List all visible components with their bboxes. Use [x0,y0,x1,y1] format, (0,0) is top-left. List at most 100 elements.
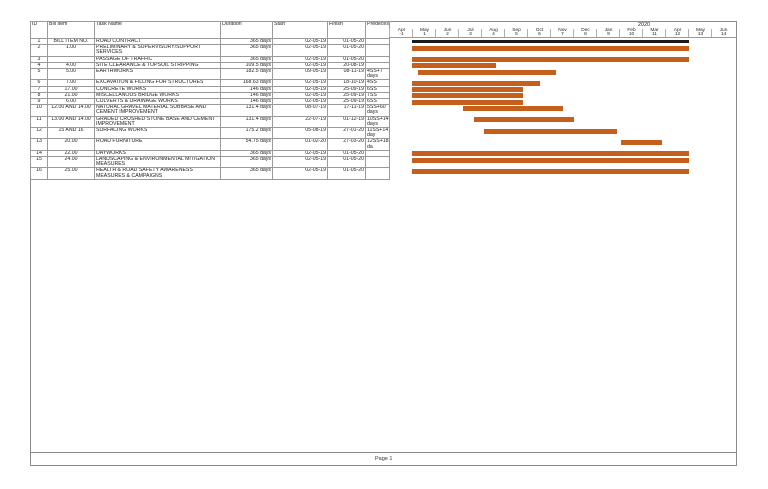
cell-pred [365,44,390,57]
task-bar[interactable] [412,157,689,163]
task-bar[interactable] [417,69,557,75]
table-row[interactable]: 7 17.00 CONCRETE WORKS 146 days 02-05-19 25-0… [30,85,390,93]
cell-finish: 01-05-20 [327,167,366,180]
cell-start: 02-05-19 [272,44,328,57]
cell-finish: 27-03-20 [327,138,366,151]
table-row[interactable]: 8 21.00 MISCELLANOUS BRIDGE WORKS 146 days 0… [30,91,390,100]
month-header: Oct 6 [527,28,551,37]
gantt-timeline: 2020 Apr -1 May 1 Jun 2 Jul 3 Aug 4 Sep 5 Oct 6 Nov 7 De… [389,21,737,196]
task-bar[interactable] [412,168,689,174]
cell-pred: 10SS+14 days [365,115,390,129]
month-header: Aug 4 [481,28,505,37]
cell-finish: 27-01-20 [327,127,366,140]
cell-duration: 131.4 days [220,115,273,129]
col-start-header: Start [272,21,328,39]
task-bar[interactable] [412,99,523,105]
cell-finish: 01-05-20 [327,44,366,57]
cell-duration: 131.4 days [220,104,273,117]
cell-bill: 24.00 [47,156,95,169]
cell-task: EXCAVATION & FILLING FOR STRUCTURES [94,79,221,87]
task-bar[interactable] [412,151,689,157]
table-row[interactable]: 2 1.00 PRELIMINARY & SUPERVISORY/SUPPORT S… [30,44,390,57]
table-row[interactable]: 13 20.00 ROAD FURNITURE 54.75 days 01-02-20 2… [30,138,390,151]
cell-duration: 54.75 days [220,138,273,151]
table-row[interactable]: 15 24.00 LANDSCAPING & ENVIRONMENTAL MITIG… [30,156,390,169]
col-id-header: ID [30,21,48,39]
table-row[interactable]: 6 7.00 EXCAVATION & FILLING FOR STRUCTURES… [30,79,390,87]
cell-finish: 08-11-19 [327,67,366,81]
cell-start: 02-05-19 [272,167,328,180]
task-bar[interactable] [463,105,563,111]
cell-id: 5 [30,67,48,81]
month-header: Sep 5 [504,28,528,37]
cell-pred: 12SS+183 da [365,138,390,151]
summary-bar[interactable] [412,39,689,43]
cell-pred: 4SS [365,79,390,87]
col-task-header: Task Name [94,21,221,39]
cell-duration: 365 days [220,156,273,169]
cell-id: 16 [30,167,48,180]
task-bar[interactable] [412,57,689,63]
cell-pred: 5SS+60 days [365,104,390,117]
cell-pred [365,167,390,180]
cell-duration: 182.5 days [220,67,273,81]
col-bill-header: Bill Item [47,21,95,39]
table-row[interactable]: 9 6.00 CULVERTS & DRAINAGE WORKS 146 days 02… [30,98,390,106]
table-row[interactable]: 5 5.00 EARTHWORKS 182.5 days 09-05-19 08-11-1… [30,67,390,81]
month-header: Dec 8 [573,28,597,37]
cell-bill: 25.00 [47,167,95,180]
page-number: Page 1 [375,456,393,462]
table-row[interactable]: 12 15 AND 16 SURFACING WORKS 175.2 days 05-0… [30,127,390,140]
task-bar[interactable] [412,45,689,51]
cell-task: SURFACING WORKS [94,127,221,140]
cell-finish: 01-05-20 [327,156,366,169]
task-bar[interactable] [412,87,523,93]
task-bar[interactable] [473,117,574,123]
cell-start: 09-05-19 [272,67,328,81]
task-bar[interactable] [620,139,663,145]
cell-duration: 175.2 days [220,127,273,140]
cell-bill: 5.00 [47,67,95,81]
task-bar[interactable] [484,128,617,134]
month-header: Jan 9 [596,28,620,37]
task-bar[interactable] [412,80,541,86]
cell-task: NATURAL GRAVEL MATERIAL SUBBASE AND CEME… [94,104,221,117]
month-header: Apr 12 [665,28,689,37]
month-header: Mar 11 [642,28,666,37]
cell-bill: 15 AND 16 [47,127,95,140]
table-row[interactable]: 11 13.00 AND 14.00 GRADED CRUSHED STONE BA… [30,115,390,129]
cell-id: 10 [30,104,48,117]
col-duration-header: Duration [220,21,273,39]
task-table: ID Bill Item Task Name Duration Start Fi… [30,21,390,180]
table-row[interactable]: 16 25.00 HEALTH & ROAD SAFETY AWARENESS ME… [30,167,390,180]
timescale-header: 2020 Apr -1 May 1 Jun 2 Jul 3 Aug 4 Sep 5 Oct 6 Nov 7 De… [389,21,737,38]
table-header-row: ID Bill Item Task Name Duration Start Fi… [30,21,390,39]
cell-bill: BILL ITEM NO. [47,37,95,46]
cell-start: 02-05-19 [272,156,328,169]
month-header: Jun 14 [711,28,735,37]
cell-start: 22-07-19 [272,115,328,129]
month-header: Feb 10 [619,28,643,37]
month-header: Nov 7 [550,28,574,37]
cell-pred: 6SS [365,85,390,93]
cell-bill: 12.00 AND 14.00 [47,104,95,117]
month-header: Jul 3 [458,28,482,37]
month-header: May 13 [688,28,712,37]
cell-bill: 20.00 [47,138,95,151]
cell-task: LANDSCAPING & ENVIRONMENTAL MITIGATION M… [94,156,221,169]
table-row[interactable]: 10 12.00 AND 14.00 NATURAL GRAVEL MATERIAL… [30,104,390,117]
month-header: Apr -1 [389,28,413,37]
cell-task: EARTHWORKS [94,67,221,81]
cell-task: HEALTH & ROAD SAFETY AWARENESS MEASURES … [94,167,221,180]
cell-id: 13 [30,138,48,151]
task-bar[interactable] [412,93,523,99]
cell-id: 11 [30,115,48,129]
cell-pred: 7SS [365,91,390,100]
cell-duration: 365 days [220,167,273,180]
table-row[interactable]: 4 4.00 SITE CLEARANCE & TOPSOIL STRIPPING 1… [30,61,390,70]
task-bar[interactable] [412,63,496,69]
cell-pred: 4SS+7 days [365,67,390,81]
cell-start: 01-02-20 [272,138,328,151]
cell-id: 12 [30,127,48,140]
cell-id: 15 [30,156,48,169]
